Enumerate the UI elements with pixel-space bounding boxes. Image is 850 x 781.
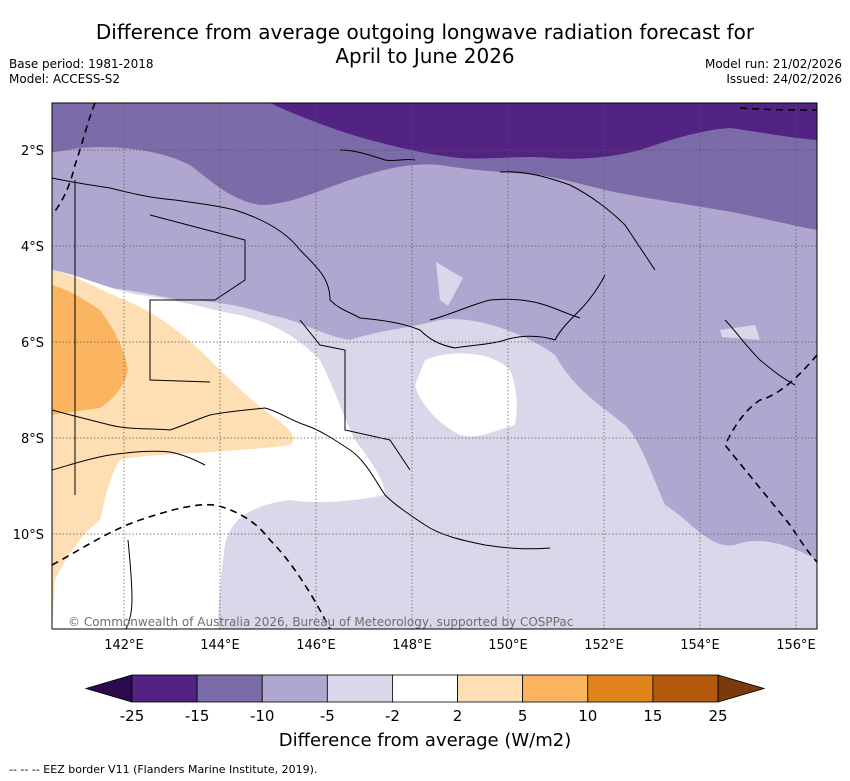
lon-label: 148°E	[392, 638, 432, 653]
issued-date: Issued: 24/02/2026	[726, 72, 842, 86]
province-borders-east	[299, 319, 411, 471]
lat-label: 6°S	[21, 336, 44, 351]
meta-right: Model run: 21/02/2026 Issued: 24/02/2026	[705, 57, 842, 87]
colorbar-segment	[587, 674, 654, 703]
eez-south-west	[52, 503, 331, 629]
colorbar-tick-label: -15	[185, 707, 210, 725]
province-borders	[149, 214, 246, 383]
colorbar-segment	[326, 674, 393, 703]
colorbar-tick-label: -10	[250, 707, 275, 725]
lon-label: 154°E	[680, 638, 720, 653]
patch-light-east	[720, 325, 760, 340]
colorbar-tick-label: -5	[320, 707, 335, 725]
chart-title: Difference from average outgoing longwav…	[0, 20, 850, 68]
map-frame	[51, 102, 818, 630]
band-plus5-plus10	[52, 285, 128, 415]
lon-label: 144°E	[200, 638, 240, 653]
eez-west-north	[52, 103, 96, 216]
lon-label: 146°E	[296, 638, 336, 653]
model-name: Model: ACCESS-S2	[9, 72, 121, 86]
coast-new-britain	[429, 298, 581, 321]
eez-north-east	[739, 107, 817, 111]
lon-label: 156°E	[776, 638, 816, 653]
anomaly-field	[52, 103, 817, 629]
coast-png-north	[52, 177, 606, 349]
colorbar-title: Difference from average (W/m2)	[278, 730, 572, 751]
lon-label: 142°E	[104, 638, 144, 653]
coast-torres-strait	[52, 450, 206, 471]
colorbar-segment	[261, 674, 328, 703]
lat-label: 4°S	[21, 240, 44, 255]
colorbar-tick-label: 10	[578, 707, 597, 725]
colorbar-tick-label: 25	[708, 707, 727, 725]
copyright-text: © Commonwealth of Australia 2026, Bureau…	[68, 615, 573, 629]
patch-white-central	[415, 353, 517, 437]
title-line-1: Difference from average outgoing longwav…	[95, 20, 755, 44]
colorbar-extend-low	[84, 674, 133, 703]
patch-light-north	[436, 262, 463, 306]
coast-bougainville	[724, 319, 796, 386]
colorbar-tick-label: 5	[518, 707, 528, 725]
colorbar-segment	[131, 674, 198, 703]
colorbar-segment	[392, 674, 458, 703]
colorbar-segment	[652, 674, 719, 703]
coast-new-ireland	[499, 171, 656, 271]
band-minus25-minus15	[270, 103, 817, 159]
coast-manus	[339, 149, 416, 162]
colorbar: -25 -15 -10 -5 -2 2 5 10 15 25	[84, 674, 766, 725]
lat-label: 10°S	[13, 528, 44, 543]
meta-left: Base period: 1981-2018 Model: ACCESS-S2	[9, 57, 154, 87]
coastlines	[52, 149, 796, 629]
colorbar-segment	[522, 674, 589, 703]
title-line-2: April to June 2026	[335, 44, 515, 68]
colorbar-tick-label: 15	[643, 707, 662, 725]
colorbar-tick-label: -2	[385, 707, 400, 725]
coast-cape-york	[125, 539, 133, 629]
colorbar-segment	[457, 674, 524, 703]
model-run: Model run: 21/02/2026	[704, 57, 842, 71]
lon-label: 152°E	[584, 638, 624, 653]
lat-label: 2°S	[21, 144, 44, 159]
band-minus10-minus5	[52, 103, 817, 560]
colorbar-tick-label: -25	[120, 707, 145, 725]
colorbar-extend-high	[717, 674, 766, 703]
graticule	[52, 103, 817, 629]
base-period: Base period: 1981-2018	[9, 57, 154, 71]
lon-label: 150°E	[488, 638, 528, 653]
longitude-labels: 142°E 144°E 146°E 148°E 150°E 152°E 154°E 156°E	[104, 638, 816, 653]
colorbar-tick-label: 2	[453, 707, 463, 725]
lat-label: 8°S	[21, 432, 44, 447]
eez-legend: -- -- -- EEZ border V11 (Flanders Marine…	[9, 763, 318, 776]
coast-png-south	[52, 407, 551, 550]
latitude-labels: 2°S 4°S 6°S 8°S 10°S	[13, 144, 44, 543]
colorbar-segment	[196, 674, 263, 703]
